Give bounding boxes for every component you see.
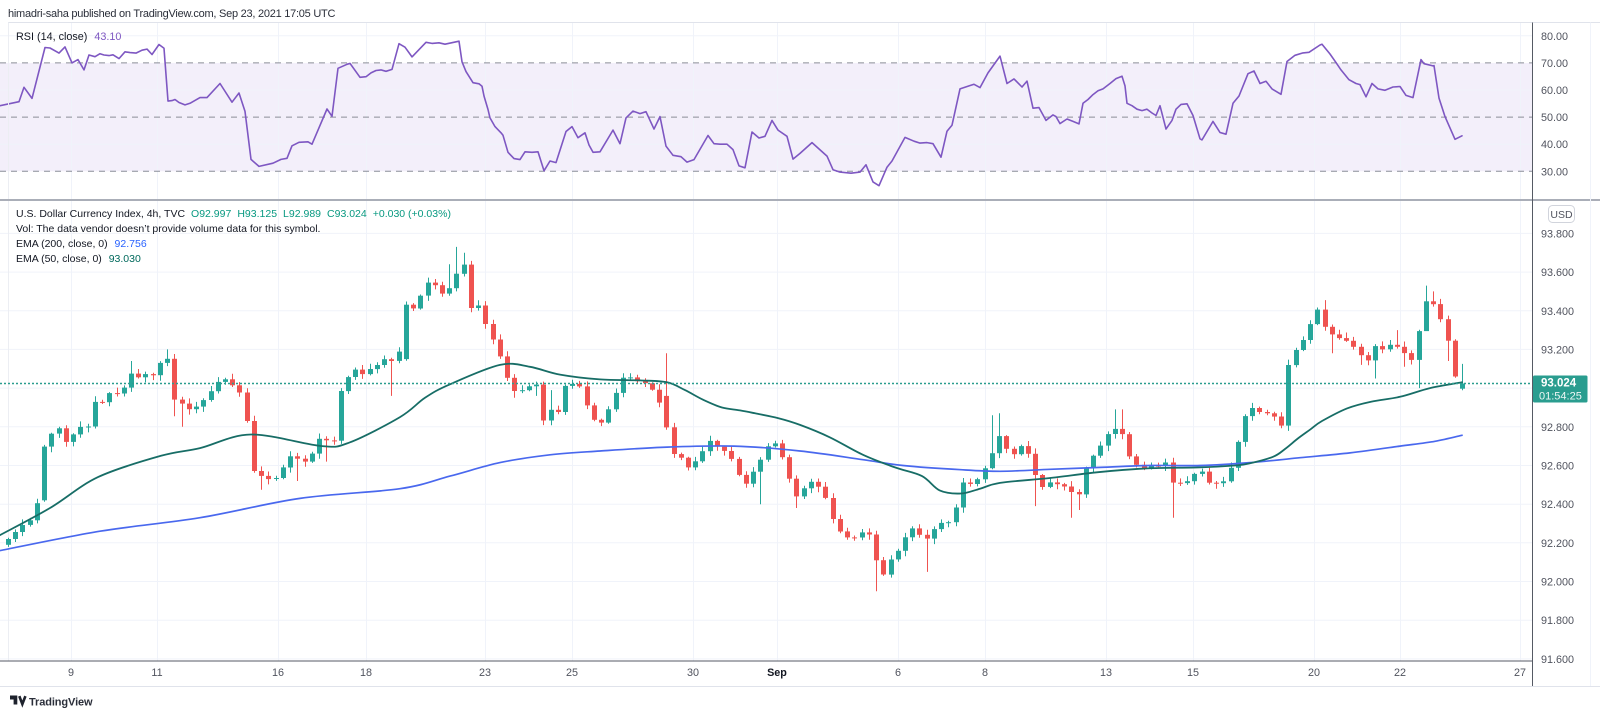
svg-text:70.00: 70.00	[1541, 58, 1568, 70]
svg-text:20: 20	[1308, 667, 1320, 679]
svg-text:92.600: 92.600	[1541, 461, 1574, 473]
svg-text:80.00: 80.00	[1541, 31, 1568, 43]
svg-text:6: 6	[895, 667, 901, 679]
svg-text:18: 18	[360, 667, 372, 679]
svg-text:92.400: 92.400	[1541, 499, 1574, 511]
svg-text:Sep: Sep	[767, 667, 787, 679]
svg-text:01:54:25: 01:54:25	[1539, 391, 1582, 403]
svg-text:Vol: The data vendor doesn’t p: Vol: The data vendor doesn’t provide vol…	[16, 223, 320, 235]
svg-text:16: 16	[272, 667, 284, 679]
svg-text:22: 22	[1394, 667, 1406, 679]
svg-text:EMA (200, close, 0) 92.756: EMA (200, close, 0) 92.756	[16, 238, 147, 250]
svg-text:93.800: 93.800	[1541, 228, 1574, 240]
svg-text:93.200: 93.200	[1541, 344, 1574, 356]
svg-text:himadri-saha published on Trad: himadri-saha published on TradingView.co…	[8, 8, 336, 20]
svg-text:40.00: 40.00	[1541, 139, 1568, 151]
svg-text:92.800: 92.800	[1541, 422, 1574, 434]
svg-text:15: 15	[1187, 667, 1199, 679]
svg-text:30.00: 30.00	[1541, 166, 1568, 178]
svg-text:30: 30	[687, 667, 699, 679]
svg-text:93.600: 93.600	[1541, 267, 1574, 279]
svg-text:RSI (14, close) 43.10: RSI (14, close) 43.10	[16, 31, 121, 43]
svg-text:23: 23	[479, 667, 491, 679]
svg-text:11: 11	[151, 667, 162, 679]
svg-text:27: 27	[1514, 667, 1526, 679]
svg-text:USD: USD	[1550, 209, 1573, 221]
svg-text:8: 8	[982, 667, 988, 679]
svg-text:EMA (50, close, 0) 93.030: EMA (50, close, 0) 93.030	[16, 253, 141, 265]
svg-text:93.400: 93.400	[1541, 306, 1574, 318]
svg-text:93.024: 93.024	[1541, 378, 1577, 390]
svg-text:60.00: 60.00	[1541, 85, 1568, 97]
svg-text:TradingView: TradingView	[29, 697, 93, 709]
svg-text:50.00: 50.00	[1541, 112, 1568, 124]
svg-text:92.200: 92.200	[1541, 538, 1574, 550]
svg-text:92.000: 92.000	[1541, 577, 1574, 589]
svg-text:25: 25	[566, 667, 578, 679]
svg-text:9: 9	[68, 667, 74, 679]
svg-text:13: 13	[1100, 667, 1112, 679]
svg-text:91.800: 91.800	[1541, 615, 1574, 627]
svg-text:91.600: 91.600	[1541, 654, 1574, 666]
